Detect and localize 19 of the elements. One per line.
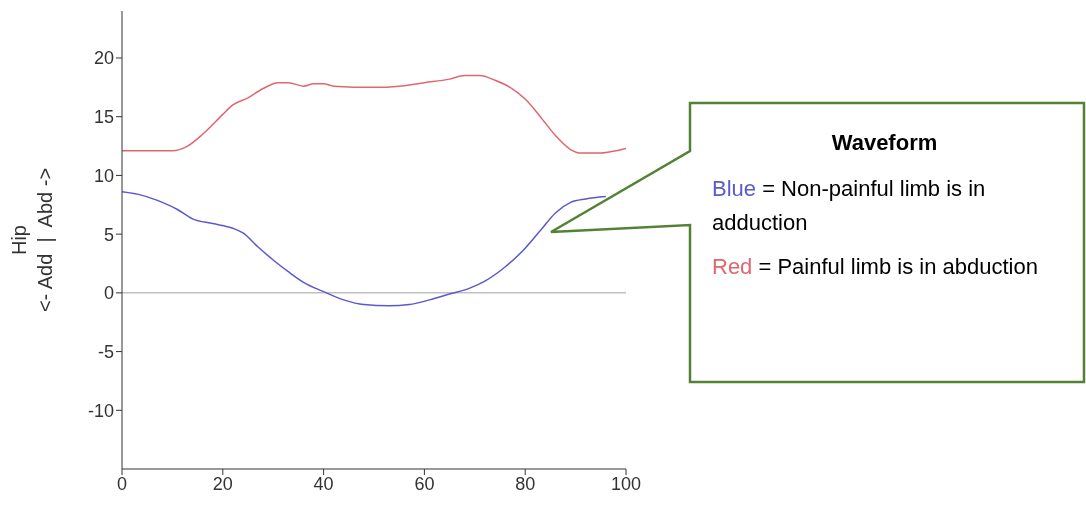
y-tick-label: 15: [93, 107, 114, 128]
x-tick-label: 80: [515, 473, 536, 494]
y-tick-label: 20: [93, 48, 114, 69]
text: Waveform: [830, 129, 939, 157]
y-axis-title: Hip <- Add | Abd ->: [8, 167, 56, 313]
x-tick-label: 100: [610, 473, 642, 494]
x-tick-label: 20: [212, 473, 233, 494]
text: Red = Painful limb is in abduction: [712, 253, 1039, 281]
line-series: [122, 191, 607, 307]
x-tick-label: 40: [313, 473, 334, 494]
text: Blue = Non-painful limb is in adduction: [712, 175, 987, 237]
y-tick-label: -10: [87, 400, 114, 421]
y-tick-label: 0: [103, 283, 114, 304]
x-tick-label: 60: [414, 473, 435, 494]
y-tick-label: 5: [103, 224, 114, 245]
line-series: [122, 74, 626, 154]
x-tick-label: 0: [116, 473, 128, 494]
y-tick-label: -5: [97, 341, 114, 362]
y-tick-label: 10: [93, 165, 114, 186]
